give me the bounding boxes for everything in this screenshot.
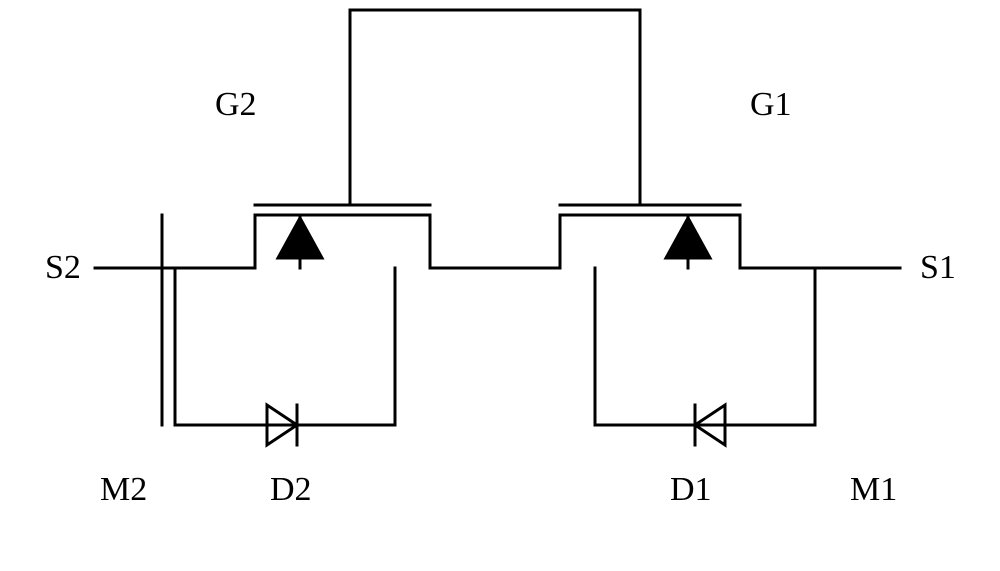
label-G2: G2: [215, 86, 257, 123]
label-M2: M2: [100, 471, 147, 508]
label-G1: G1: [750, 86, 792, 123]
m1-body-arrow: [666, 218, 710, 258]
m2-body-arrow: [278, 218, 322, 258]
label-S2: S2: [45, 249, 81, 286]
label-M1: M1: [850, 471, 897, 508]
circuit-diagram: G2 G1 S2 S1 M2 D2 D1 M1: [0, 0, 1000, 571]
label-D2: D2: [270, 471, 312, 508]
label-D1: D1: [670, 471, 712, 508]
label-S1: S1: [920, 249, 956, 286]
